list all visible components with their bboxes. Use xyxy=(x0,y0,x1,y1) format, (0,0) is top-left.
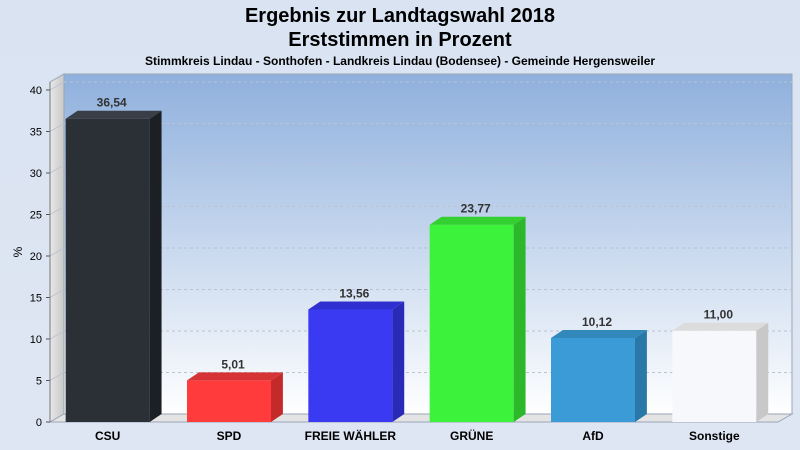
bar-side xyxy=(635,330,647,422)
gridline-wall xyxy=(49,372,65,381)
plot-left-wall xyxy=(49,73,65,423)
bar-side xyxy=(271,372,283,422)
bar-side xyxy=(149,110,162,422)
bar-side xyxy=(756,322,769,422)
bar-top xyxy=(308,301,405,310)
x-tick-label: CSU xyxy=(95,429,120,443)
bar-side xyxy=(513,216,526,422)
data-label: 36,54 xyxy=(97,96,127,110)
gridline-wall xyxy=(49,164,65,174)
y-tick-label: 5 xyxy=(36,376,42,388)
y-tick-label: 40 xyxy=(30,85,42,97)
plot-area xyxy=(46,73,794,423)
y-tick-label: 15 xyxy=(30,293,42,305)
bar-front xyxy=(308,309,393,422)
chart-title: Ergebnis zur Landtagswahl 2018 xyxy=(244,5,556,27)
data-label: 5,01 xyxy=(221,357,245,371)
x-tick-label: GRÜNE xyxy=(450,428,493,443)
gridline-wall xyxy=(49,247,65,257)
x-tick-label: AfD xyxy=(582,429,604,443)
bar-front xyxy=(429,224,514,422)
bar-front xyxy=(672,330,757,422)
gridline-wall xyxy=(49,330,65,340)
bar-front xyxy=(551,338,635,422)
bar-front xyxy=(65,118,150,422)
bar-side xyxy=(392,301,405,422)
bar-top xyxy=(672,322,769,331)
gridline-wall xyxy=(49,123,65,132)
data-label: 23,77 xyxy=(461,202,491,216)
data-label: 13,56 xyxy=(339,286,369,300)
y-tick-label: 35 xyxy=(30,127,42,139)
bar-top xyxy=(551,330,647,339)
y-tick-label: 20 xyxy=(30,251,42,263)
gridline-wall xyxy=(49,81,65,91)
y-tick-label: 30 xyxy=(30,168,42,180)
data-label: 11,00 xyxy=(704,308,734,322)
bar-top xyxy=(65,110,162,119)
bar-front xyxy=(187,380,271,422)
bar-top xyxy=(429,216,526,225)
x-tick-label: SPD xyxy=(217,429,242,443)
y-tick-label: 10 xyxy=(30,334,42,346)
bars-group xyxy=(65,110,769,422)
x-tick-label: Sonstige xyxy=(689,429,740,443)
bar-top xyxy=(187,372,283,381)
gridline-wall xyxy=(49,206,65,215)
x-tick-label: FREIE WÄHLER xyxy=(305,428,397,443)
y-tick-label: 25 xyxy=(30,210,42,222)
labels-group: 0 5 10 15 20 25 30 35 40% 36,54 CSU 5,01 SPD 13,56 FRE… xyxy=(11,85,740,443)
data-label: 10,12 xyxy=(582,315,612,329)
chart-title-line2: Erststimmen in Prozent xyxy=(288,29,512,51)
gridline-wall xyxy=(49,289,65,298)
chart-subtitle: Stimmkreis Lindau - Sonthofen - Landkrei… xyxy=(144,54,656,68)
y-tick-label: 0 xyxy=(36,417,42,429)
y-axis-label: % xyxy=(11,246,25,257)
